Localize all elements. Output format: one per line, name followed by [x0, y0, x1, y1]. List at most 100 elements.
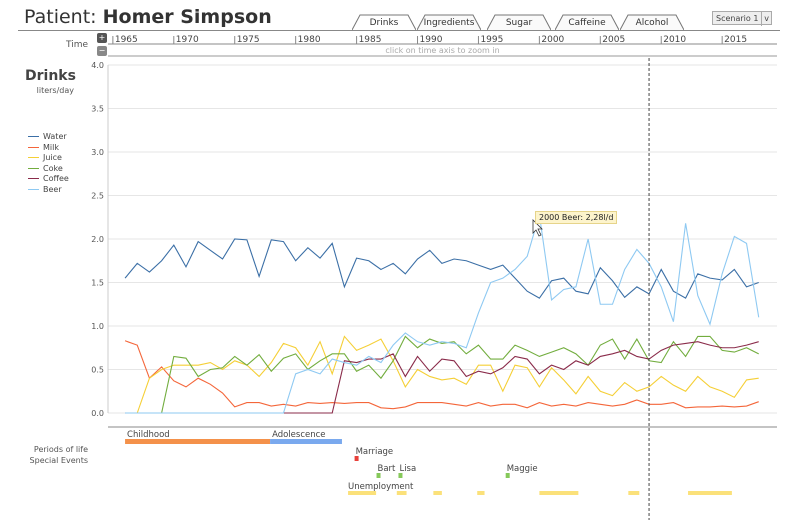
- tab-caffeine[interactable]: Caffeine: [555, 14, 619, 31]
- legend-item-water[interactable]: Water: [28, 132, 67, 141]
- x-tick-label: 1965: [115, 35, 138, 45]
- tab-ingredients[interactable]: Ingredients: [417, 14, 481, 31]
- legend-swatch: [28, 146, 39, 148]
- unemployment-bar: [628, 491, 640, 495]
- legend-item-coke[interactable]: Coke: [28, 164, 63, 173]
- data-point: [367, 343, 371, 347]
- legend-item-juice[interactable]: Juice: [28, 153, 62, 162]
- data-point: [318, 359, 322, 363]
- legend-swatch: [28, 188, 39, 190]
- series-line-milk: [124, 340, 759, 410]
- data-point: [233, 355, 237, 359]
- data-point: [574, 352, 578, 356]
- data-point: [123, 276, 127, 280]
- data-point: [659, 403, 663, 407]
- data-point: [733, 405, 737, 409]
- data-point: [184, 265, 188, 269]
- data-point: [489, 281, 493, 285]
- data-point: [708, 385, 712, 389]
- data-point: [355, 401, 359, 405]
- data-point: [708, 322, 712, 326]
- data-point: [318, 411, 322, 415]
- data-point: [404, 385, 408, 389]
- data-point: [550, 350, 554, 354]
- data-point: [233, 359, 237, 363]
- data-point: [574, 392, 578, 396]
- data-point: [684, 296, 688, 300]
- data-point: [611, 337, 615, 341]
- data-point: [477, 263, 481, 267]
- data-point: [745, 404, 749, 408]
- data-point: [367, 355, 371, 359]
- data-point: [318, 256, 322, 260]
- legend-item-coffee[interactable]: Coffee: [28, 174, 69, 183]
- data-point: [635, 337, 639, 341]
- data-point: [330, 242, 334, 246]
- data-point: [696, 335, 700, 339]
- data-point: [379, 268, 383, 272]
- data-point: [538, 401, 542, 405]
- data-point: [599, 403, 603, 407]
- data-point: [659, 361, 663, 365]
- data-point: [464, 346, 468, 350]
- tab-alcohol[interactable]: Alcohol: [620, 14, 684, 31]
- tab-drinks[interactable]: Drinks: [352, 14, 416, 31]
- event-marker-lisa: [398, 473, 403, 478]
- legend-item-milk[interactable]: Milk: [28, 143, 59, 152]
- data-point: [343, 285, 347, 289]
- legend-item-beer[interactable]: Beer: [28, 185, 62, 194]
- legend-swatch: [28, 167, 39, 169]
- data-point: [209, 411, 213, 415]
- data-point: [209, 368, 213, 372]
- periods-label: Periods of life: [33, 445, 88, 454]
- data-point: [477, 343, 481, 347]
- data-point: [428, 375, 432, 379]
- data-point: [550, 363, 554, 367]
- tab-label: Caffeine: [568, 18, 606, 28]
- zoom-out-icon[interactable]: −: [97, 46, 107, 56]
- data-point: [367, 401, 371, 405]
- data-point: [343, 402, 347, 406]
- legend-swatch: [28, 136, 39, 137]
- data-point: [416, 346, 420, 350]
- legend-label: Juice: [43, 153, 62, 162]
- data-point: [318, 402, 322, 406]
- tab-sugar[interactable]: Sugar: [487, 14, 551, 31]
- chevron-down-icon[interactable]: v: [761, 12, 769, 26]
- event-marker-bart: [376, 473, 381, 478]
- data-point: [501, 366, 505, 370]
- data-point: [257, 375, 261, 379]
- data-point: [172, 243, 176, 247]
- data-point: [745, 378, 749, 382]
- event-label: Bart: [378, 464, 397, 474]
- legend-swatch: [28, 157, 39, 158]
- data-point: [306, 363, 310, 367]
- y-tick-label: 1.0: [91, 322, 104, 331]
- y-tick-label: 4.0: [91, 61, 104, 70]
- legend-label: Coffee: [43, 174, 69, 183]
- data-point: [306, 401, 310, 405]
- data-point: [513, 276, 517, 280]
- legend-label: Beer: [43, 184, 62, 194]
- data-point: [562, 288, 566, 292]
- chart-title: Drinks: [25, 68, 76, 84]
- data-point: [513, 343, 517, 347]
- data-point: [440, 378, 444, 382]
- y-tick-label: 3.0: [91, 148, 104, 157]
- data-point: [233, 237, 237, 241]
- data-point: [391, 262, 395, 266]
- zoom-in-icon[interactable]: +: [97, 33, 107, 43]
- data-point: [306, 246, 310, 250]
- data-point: [330, 352, 334, 356]
- data-point: [416, 340, 420, 344]
- tab-label: Ingredients: [423, 18, 475, 28]
- data-point: [538, 372, 542, 376]
- data-point: [623, 295, 627, 299]
- data-point: [209, 249, 213, 253]
- data-point: [611, 404, 615, 408]
- tab-label: Sugar: [505, 18, 533, 28]
- data-point: [659, 375, 663, 379]
- data-point: [635, 285, 639, 289]
